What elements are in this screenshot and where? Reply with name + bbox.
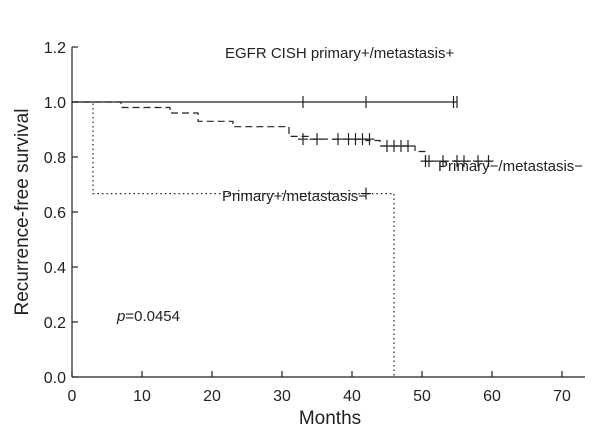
x-tick-label: 20 [203,388,221,405]
x-tick-label: 0 [68,388,77,405]
p-value-label: p=0.0454 [116,308,180,325]
series-2 [72,101,494,168]
y-tick-label: 0.2 [44,315,66,332]
x-ticks: 0 10 20 30 40 50 60 70 [68,371,571,405]
x-tick-label: 40 [343,388,361,405]
y-tick-label: 0.0 [44,370,66,387]
x-tick-label: 30 [273,388,291,405]
p-value: =0.0454 [125,308,180,325]
series2-label: Primary−/metastasis− [438,158,583,175]
x-tick-label: 50 [413,388,431,405]
y-ticks: 0.0 0.2 0.4 0.6 0.8 1.0 1.2 [44,40,78,387]
p-symbol: p [116,308,125,325]
y-tick-label: 0.6 [44,205,66,222]
series3-label: Primary+/metastasis− [222,188,367,205]
series-1 [72,96,458,108]
series-layer [72,96,494,377]
y-tick-label: 0.8 [44,150,66,167]
series1-label: EGFR CISH primary+/metastasis+ [225,45,454,62]
x-tick-label: 10 [133,388,151,405]
series-3-line [72,101,395,377]
x-axis-title: Months [299,408,361,429]
series-3 [72,101,395,377]
y-tick-label: 1.2 [44,40,66,57]
axes [71,47,585,378]
y-tick-label: 0.4 [44,260,66,277]
y-tick-label: 1.0 [44,95,66,112]
series-2-line [72,101,492,162]
x-tick-label: 70 [553,388,571,405]
x-tick-label: 60 [483,388,501,405]
y-axis-title: Recurrence-free survival [12,109,33,316]
